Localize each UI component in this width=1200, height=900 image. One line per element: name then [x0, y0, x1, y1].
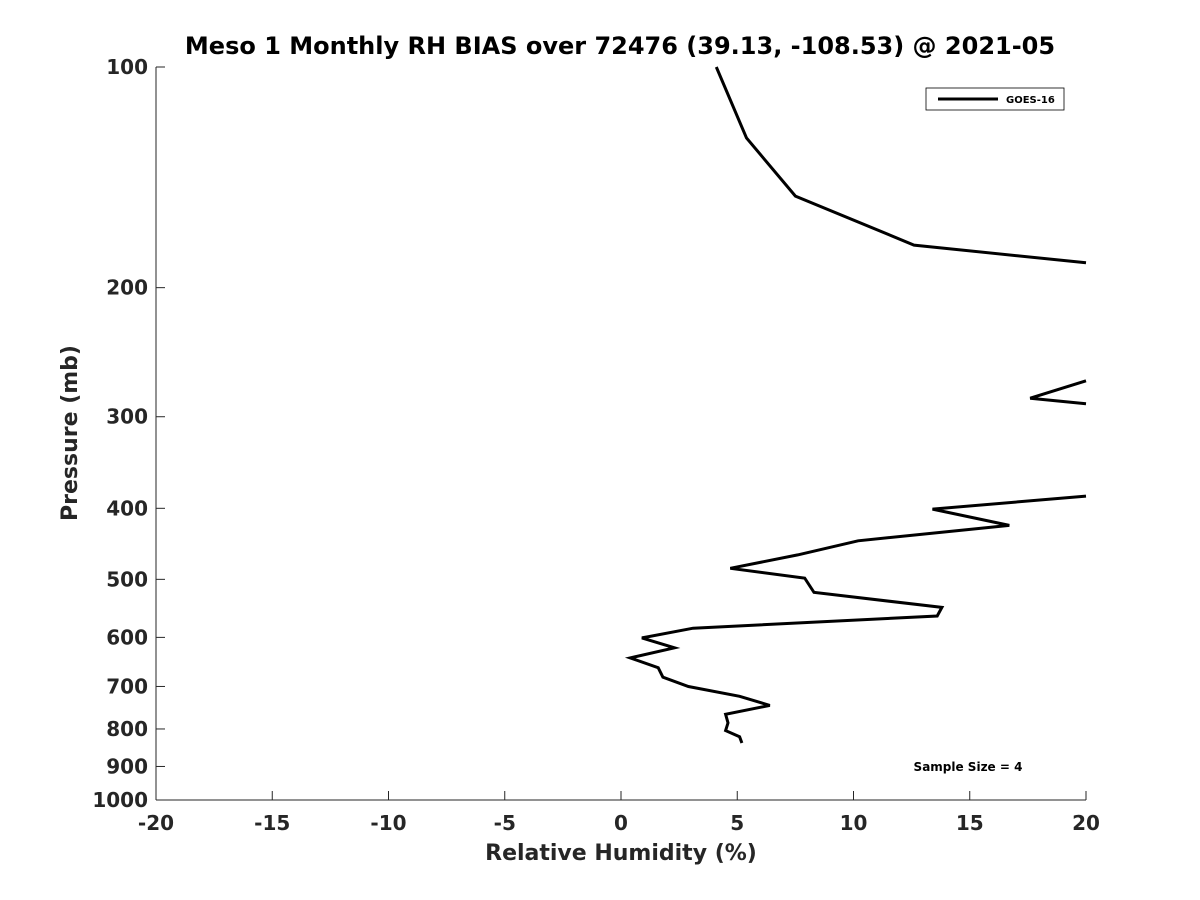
- y-tick-label: 500: [106, 567, 148, 591]
- sample-size-annotation: Sample Size = 4: [914, 760, 1023, 774]
- legend-label-goes-16: GOES-16: [1006, 95, 1055, 106]
- x-ticks: -20 -15 -10 -5 0 5 10 15 20: [138, 791, 1100, 835]
- x-tick-label: -20: [138, 811, 174, 835]
- y-tick-label: 400: [106, 496, 148, 520]
- chart-title: Meso 1 Monthly RH BIAS over 72476 (39.13…: [185, 32, 1055, 60]
- x-tick-label: 0: [614, 811, 628, 835]
- y-axis-label: Pressure (mb): [58, 345, 83, 521]
- series-group: [624, 66, 1087, 744]
- x-tick-label: 10: [840, 811, 868, 835]
- y-tick-label: 200: [106, 276, 148, 300]
- y-tick-label: 800: [106, 717, 148, 741]
- y-tick-label: 100: [106, 55, 148, 79]
- y-tick-label: 1000: [92, 788, 148, 812]
- y-tick-label: 300: [106, 405, 148, 429]
- legend: GOES-16: [925, 87, 1065, 111]
- y-tick-label: 600: [106, 625, 148, 649]
- x-tick-label: 5: [730, 811, 744, 835]
- x-tick-label: -5: [494, 811, 516, 835]
- x-axis-label: Relative Humidity (%): [485, 841, 757, 866]
- x-tick-label: -15: [254, 811, 290, 835]
- y-ticks: 100 200 300 400 500 600 700 800 900 1000: [92, 55, 165, 812]
- y-tick-label: 900: [106, 754, 148, 778]
- x-tick-label: 15: [956, 811, 984, 835]
- y-tick-label: 700: [106, 674, 148, 698]
- x-tick-label: -10: [370, 811, 406, 835]
- x-tick-label: 20: [1072, 811, 1100, 835]
- series-line-goes-16: [624, 66, 1087, 744]
